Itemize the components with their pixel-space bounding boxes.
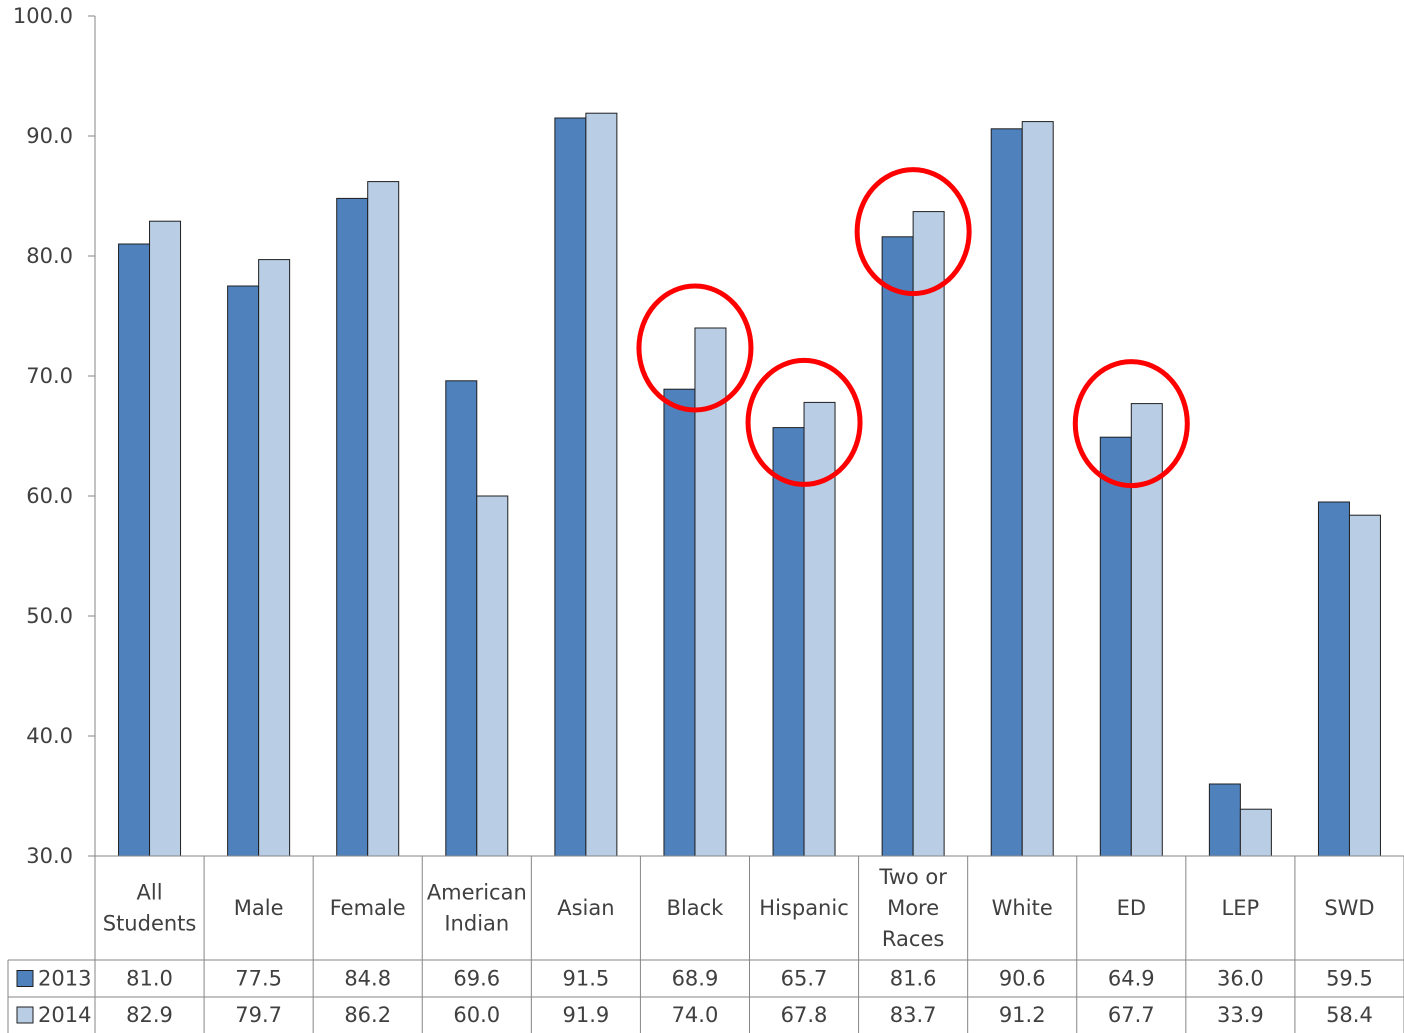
category-label: LEP xyxy=(1222,896,1260,920)
bar-2014-4 xyxy=(476,495,509,857)
bar-2014-12 xyxy=(1348,514,1381,857)
bar-2013-3 xyxy=(336,197,369,857)
bar-2013-8 xyxy=(881,236,914,857)
legend-key-2013 xyxy=(16,970,34,987)
category-label: ED xyxy=(1117,896,1146,920)
table-cell-value: 79.7 xyxy=(235,1003,282,1027)
table-cell-value: 64.9 xyxy=(1108,967,1155,991)
category-label: Black xyxy=(667,896,725,920)
bar-2013-6 xyxy=(663,388,696,857)
category-label: All xyxy=(137,881,163,905)
bar-2014-11 xyxy=(1239,808,1272,857)
bar-2013-1 xyxy=(118,243,151,857)
y-tick-label: 40.0 xyxy=(26,724,73,748)
bar-2014-10 xyxy=(1130,403,1163,857)
table-cell-value: 86.2 xyxy=(344,1003,391,1027)
y-tick-label: 80.0 xyxy=(26,244,73,268)
y-tick-label: 70.0 xyxy=(26,364,73,388)
table-cell-value: 59.5 xyxy=(1326,967,1373,991)
table-cell-value: 65.7 xyxy=(781,967,828,991)
category-label: More xyxy=(887,896,939,920)
table-cell-value: 36.0 xyxy=(1217,967,1264,991)
category-label: Female xyxy=(330,896,406,920)
table-cell-value: 33.9 xyxy=(1217,1003,1264,1027)
bar-2013-9 xyxy=(990,128,1023,857)
bar-2014-1 xyxy=(149,220,182,857)
bar-2013-5 xyxy=(554,117,587,857)
y-tick-label: 60.0 xyxy=(26,484,73,508)
table-cell-value: 84.8 xyxy=(344,967,391,991)
category-label: Two or xyxy=(878,865,947,889)
bar-2013-7 xyxy=(772,427,805,857)
table-cell-value: 81.0 xyxy=(126,967,173,991)
table-cell-value: 91.2 xyxy=(999,1003,1046,1027)
bar-2014-3 xyxy=(367,181,400,857)
highlight-circle xyxy=(1072,359,1190,489)
table-cell-value: 67.7 xyxy=(1108,1003,1155,1027)
category-label: Indian xyxy=(444,912,509,936)
bar-2013-4 xyxy=(445,380,478,857)
table-cell-value: 81.6 xyxy=(890,967,937,991)
bar-2013-11 xyxy=(1208,783,1241,857)
category-label: White xyxy=(992,896,1053,920)
bar-2014-5 xyxy=(585,112,618,857)
table-cell-value: 77.5 xyxy=(235,967,282,991)
bar-2013-10 xyxy=(1099,436,1132,857)
table-cell-value: 60.0 xyxy=(453,1003,500,1027)
table-cell-value: 58.4 xyxy=(1326,1003,1373,1027)
bar-2014-9 xyxy=(1021,121,1054,857)
category-label: Asian xyxy=(557,896,614,920)
table-cell-value: 90.6 xyxy=(999,967,1046,991)
legend-label-2013: 2013 xyxy=(38,967,91,991)
category-label: Races xyxy=(882,927,944,951)
table-cell-value: 91.5 xyxy=(562,967,609,991)
legend-key-2014 xyxy=(16,1006,34,1024)
table-cell-value: 67.8 xyxy=(781,1003,828,1027)
highlight-circle xyxy=(636,283,754,413)
bar-2014-2 xyxy=(258,259,291,857)
table-cell-value: 69.6 xyxy=(453,967,500,991)
bar-2013-2 xyxy=(227,285,260,857)
table-cell-value: 91.9 xyxy=(562,1003,609,1027)
legend-label-2014: 2014 xyxy=(38,1003,91,1027)
category-label: American xyxy=(427,881,527,905)
bar-2013-12 xyxy=(1317,501,1350,857)
category-label: Hispanic xyxy=(759,896,848,920)
table-cell-value: 83.7 xyxy=(890,1003,937,1027)
table-cell-value: 68.9 xyxy=(672,967,719,991)
bar-2014-8 xyxy=(912,211,945,857)
bar-2014-6 xyxy=(694,327,727,857)
table-cell-value: 82.9 xyxy=(126,1003,173,1027)
category-label: Students xyxy=(103,912,197,936)
category-label: Male xyxy=(234,896,284,920)
highlight-circle xyxy=(745,357,863,487)
category-label: SWD xyxy=(1324,896,1374,920)
y-tick-label: 30.0 xyxy=(26,844,73,868)
table-cell-value: 74.0 xyxy=(672,1003,719,1027)
highlight-circle xyxy=(854,167,972,297)
y-tick-label: 100.0 xyxy=(13,4,73,28)
y-tick-label: 90.0 xyxy=(26,124,73,148)
y-tick-label: 50.0 xyxy=(26,604,73,628)
bar-2014-7 xyxy=(803,401,836,857)
